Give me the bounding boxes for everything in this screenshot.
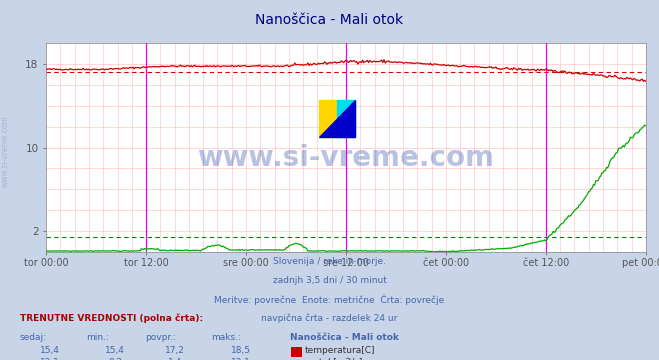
Text: Meritve: povrečne  Enote: metrične  Črta: povrečje: Meritve: povrečne Enote: metrične Črta: …: [214, 295, 445, 305]
Text: pretok[m3/s]: pretok[m3/s]: [304, 358, 363, 360]
Text: sedaj:: sedaj:: [20, 333, 47, 342]
Text: 0,2: 0,2: [108, 358, 123, 360]
Text: www.si-vreme.com: www.si-vreme.com: [198, 144, 494, 172]
Text: Nanoščica - Mali otok: Nanoščica - Mali otok: [290, 333, 399, 342]
Text: temperatura[C]: temperatura[C]: [304, 346, 375, 355]
Text: povpr.:: povpr.:: [145, 333, 176, 342]
Bar: [319, 100, 337, 137]
Text: www.si-vreme.com: www.si-vreme.com: [1, 115, 10, 187]
Text: min.:: min.:: [86, 333, 109, 342]
Text: Nanoščica - Mali otok: Nanoščica - Mali otok: [256, 13, 403, 27]
Bar: [337, 100, 355, 137]
Text: 15,4: 15,4: [40, 346, 59, 355]
Text: Slovenija / reke in morje.: Slovenija / reke in morje.: [273, 257, 386, 266]
Polygon shape: [319, 100, 355, 137]
Text: 15,4: 15,4: [105, 346, 125, 355]
Text: zadnjh 3,5 dni / 30 minut: zadnjh 3,5 dni / 30 minut: [273, 276, 386, 285]
Text: 17,2: 17,2: [165, 346, 185, 355]
Text: TRENUTNE VREDNOSTI (polna črta):: TRENUTNE VREDNOSTI (polna črta):: [20, 313, 203, 323]
Text: maks.:: maks.:: [211, 333, 241, 342]
Text: 1,4: 1,4: [167, 358, 182, 360]
Text: 18,5: 18,5: [231, 346, 250, 355]
Text: navpična črta - razdelek 24 ur: navpična črta - razdelek 24 ur: [262, 314, 397, 323]
Text: 12,1: 12,1: [40, 358, 59, 360]
Text: 12,1: 12,1: [231, 358, 250, 360]
